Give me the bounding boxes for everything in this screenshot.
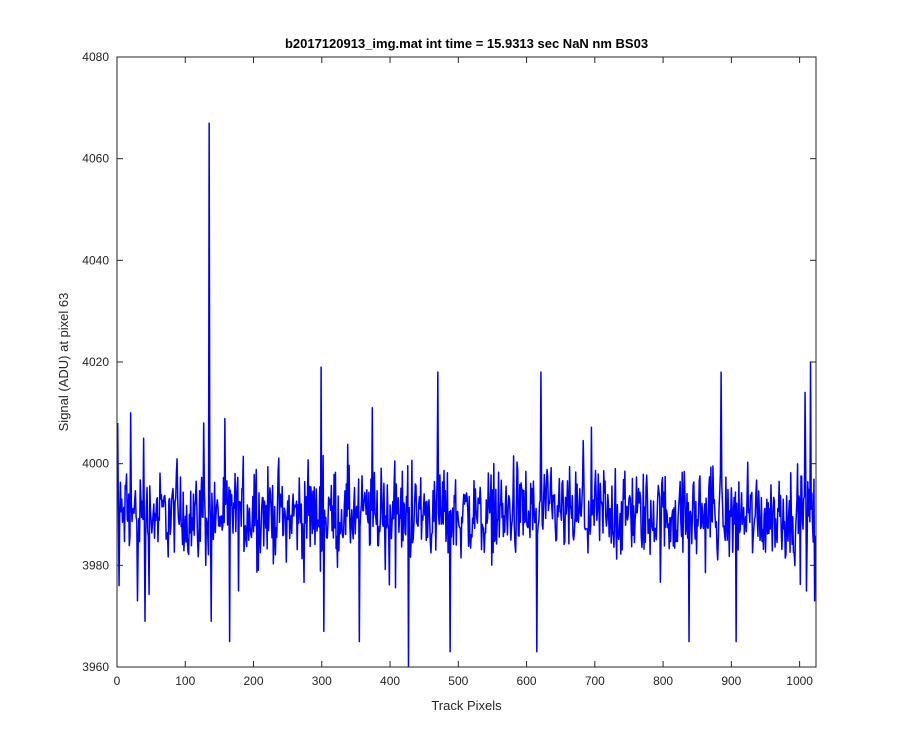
- x-tick-label: 100: [175, 674, 195, 688]
- x-tick-label: 800: [653, 674, 673, 688]
- series-layer: [117, 122, 816, 667]
- y-tick-label: 4080: [82, 50, 109, 64]
- x-axis: 0 100 200 300 400 500 600 700 800 900 1000: [114, 57, 813, 688]
- y-axis: 3960 3980 4000 4020 4040 4060 4080: [82, 50, 816, 674]
- plot-background: [117, 57, 816, 667]
- y-tick-label: 4020: [82, 355, 109, 369]
- x-tick-label: 300: [312, 674, 332, 688]
- x-tick-label: 1000: [786, 674, 813, 688]
- y-axis-label: Signal (ADU) at pixel 63: [56, 293, 71, 432]
- x-tick-label: 200: [244, 674, 264, 688]
- y-tick-label: 3960: [82, 660, 109, 674]
- chart-title: b2017120913_img.mat int time = 15.9313 s…: [285, 36, 648, 51]
- y-tick-label: 3980: [82, 558, 109, 572]
- y-tick-label: 4060: [82, 152, 109, 166]
- y-tick-label: 4040: [82, 253, 109, 267]
- x-tick-label: 900: [721, 674, 741, 688]
- x-tick-label: 0: [114, 674, 121, 688]
- x-tick-label: 600: [517, 674, 537, 688]
- x-axis-label: Track Pixels: [431, 698, 502, 713]
- series-line: [117, 122, 816, 667]
- plot-area: [117, 57, 816, 667]
- x-tick-label: 400: [380, 674, 400, 688]
- x-tick-label: 500: [448, 674, 468, 688]
- x-tick-label: 700: [585, 674, 605, 688]
- y-tick-label: 4000: [82, 457, 109, 471]
